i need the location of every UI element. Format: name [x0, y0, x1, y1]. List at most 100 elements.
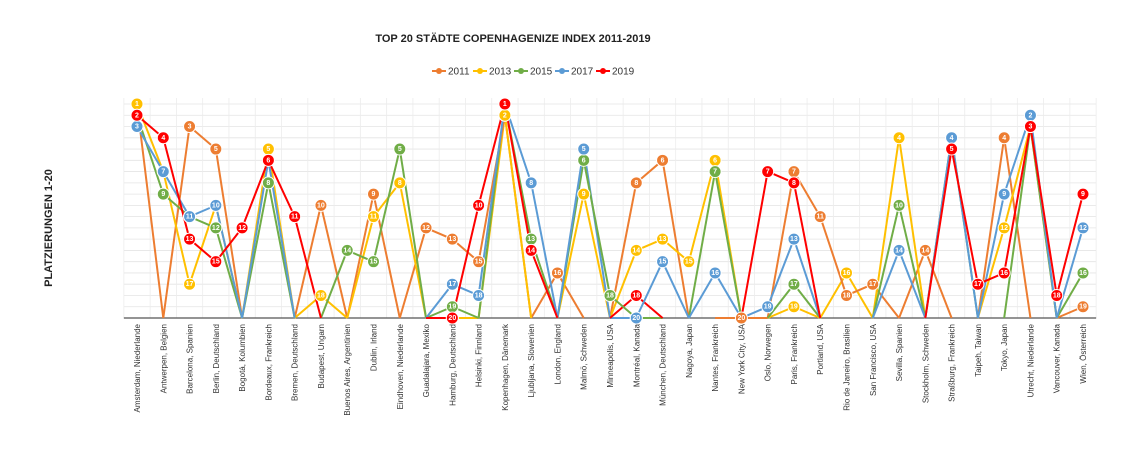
- marker: [1023, 120, 1037, 134]
- marker: [550, 266, 564, 280]
- data-label: 13: [186, 236, 194, 243]
- data-label: 4: [1002, 135, 1006, 142]
- x-tick-label: Antwerpen, Belgien: [159, 324, 168, 393]
- data-label: 9: [582, 191, 586, 198]
- drop-line: [898, 137, 927, 319]
- x-tick-label: Sevilla, Spanien: [895, 324, 904, 381]
- data-label: 5: [214, 146, 218, 153]
- markers: 1351091213152168620711181714419171710518…: [130, 97, 1090, 325]
- legend-label: 2019: [612, 67, 635, 78]
- marker: [787, 300, 801, 314]
- marker: [971, 277, 985, 291]
- marker: [840, 266, 853, 280]
- series-line: [136, 103, 1032, 288]
- data-label: 16: [1000, 270, 1008, 277]
- drop-line: [162, 126, 191, 319]
- marker: [997, 187, 1011, 201]
- x-tick-label: New York City, USA: [737, 323, 746, 394]
- data-label: 6: [661, 157, 665, 164]
- data-label: 13: [659, 236, 667, 243]
- marker: [629, 288, 643, 302]
- marker: [235, 221, 249, 235]
- x-tick-label: Nagoya, Japan: [685, 324, 694, 378]
- marker: [445, 311, 459, 325]
- drop-line: [136, 103, 165, 319]
- data-label: 16: [711, 270, 719, 277]
- x-tick-label: Minneapolis, USA: [606, 323, 615, 387]
- drop-line: [425, 283, 454, 319]
- marker: [577, 187, 591, 201]
- marker: [445, 232, 459, 246]
- marker: [813, 210, 827, 224]
- marker: [866, 277, 880, 291]
- x-tick-label: Helsinki, Finnland: [475, 324, 484, 387]
- legend-label: 2013: [489, 67, 512, 78]
- marker: [472, 288, 486, 302]
- data-label: 12: [422, 225, 430, 232]
- data-label: 19: [1079, 304, 1087, 311]
- marker: [183, 277, 197, 291]
- data-label: 18: [632, 292, 640, 299]
- x-tick-label: Bordeaux, Frankreich: [264, 324, 273, 400]
- marker: [761, 165, 775, 179]
- marker: [524, 176, 538, 190]
- marker: [1050, 288, 1064, 302]
- x-tick-label: San Francisco, USA: [869, 323, 878, 396]
- marker: [156, 187, 170, 201]
- drop-line: [976, 193, 1006, 319]
- marker: [787, 277, 801, 291]
- drop-line: [398, 148, 428, 319]
- data-label: 13: [790, 236, 798, 243]
- data-label: 8: [398, 180, 402, 187]
- x-tick-label: Straßburg, Frankreich: [948, 324, 957, 402]
- data-label: 3: [188, 124, 192, 131]
- marker: [156, 131, 170, 145]
- x-tick-label: Berlin, Deutschland: [212, 324, 221, 393]
- drop-line: [346, 216, 375, 319]
- marker: [1076, 221, 1090, 235]
- data-label: 11: [291, 214, 299, 221]
- data-label: 16: [843, 270, 851, 277]
- data-label: 2: [135, 112, 139, 119]
- x-tick-label: Buenos Aires, Argentinien: [343, 324, 352, 416]
- x-tick-label: Montréal, Kanada: [632, 323, 641, 387]
- data-label: 8: [792, 180, 796, 187]
- data-label: 6: [266, 157, 270, 164]
- legend-marker: [600, 68, 606, 74]
- x-tick-label: Utrecht, Niederlande: [1026, 323, 1035, 397]
- data-label: 17: [186, 281, 194, 288]
- marker: [656, 255, 670, 269]
- data-label: 3: [1028, 124, 1032, 131]
- drop-line: [556, 148, 585, 319]
- marker: [183, 120, 197, 134]
- marker: [629, 243, 643, 257]
- data-label: 14: [343, 247, 351, 254]
- marker: [314, 198, 328, 212]
- marker: [261, 153, 275, 167]
- drop-line: [792, 238, 822, 319]
- marker: [445, 277, 459, 291]
- x-tick-label: Bogotá, Kolumbien: [238, 324, 247, 392]
- marker: [183, 232, 197, 246]
- data-label: 11: [186, 214, 194, 221]
- legend-label: 2017: [571, 67, 594, 78]
- drop-line: [845, 272, 874, 319]
- marker: [367, 210, 380, 224]
- drop-line: [398, 227, 428, 319]
- chart-title: TOP 20 STÄDTE COPENHAGENIZE INDEX 2011-2…: [375, 32, 650, 45]
- drop-line: [530, 182, 559, 319]
- marker: [1076, 300, 1090, 314]
- marker: [682, 255, 696, 269]
- data-label: 5: [950, 146, 954, 153]
- marker: [419, 221, 433, 235]
- drop-line: [714, 171, 743, 319]
- data-label: 7: [766, 169, 770, 176]
- drop-line: [1055, 227, 1084, 319]
- data-label: 16: [1079, 270, 1087, 277]
- drop-line: [687, 272, 716, 319]
- data-label: 11: [817, 214, 825, 221]
- drop-line: [687, 171, 717, 319]
- marker: [130, 108, 144, 122]
- x-tick-label: Nantes, Frankreich: [711, 324, 720, 392]
- marker: [656, 153, 670, 167]
